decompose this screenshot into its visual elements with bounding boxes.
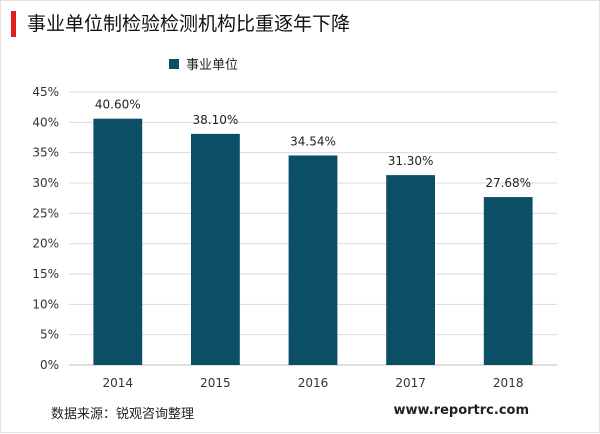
y-tick-label: 40% — [32, 115, 59, 129]
legend-label: 事业单位 — [186, 58, 239, 73]
data-source: 数据来源：锐观咨询整理 — [51, 407, 195, 422]
legend-swatch — [169, 58, 179, 69]
x-tick-label: 2014 — [103, 376, 134, 390]
y-tick-label: 20% — [32, 237, 59, 251]
bar — [288, 155, 338, 365]
website-url: www.reportrc.com — [393, 403, 529, 418]
data-label: 38.10% — [193, 113, 239, 127]
data-label: 27.68% — [485, 176, 531, 190]
x-tick-label: 2018 — [493, 376, 524, 390]
bar — [386, 175, 435, 365]
y-tick-label: 10% — [32, 297, 59, 311]
y-tick-label: 15% — [32, 267, 59, 281]
y-tick-label: 0% — [40, 358, 59, 372]
bar — [93, 118, 143, 366]
data-label: 40.60% — [95, 98, 141, 112]
bar — [483, 197, 533, 365]
y-tick-label: 35% — [32, 146, 59, 160]
y-tick-label: 30% — [32, 176, 59, 190]
x-tick-label: 2015 — [200, 376, 231, 390]
x-tick-label: 2017 — [395, 376, 426, 390]
y-tick-label: 5% — [40, 328, 59, 342]
data-label: 34.54% — [290, 134, 336, 148]
data-label: 31.30% — [388, 154, 434, 168]
legend: 事业单位 — [169, 54, 238, 73]
y-tick-label: 25% — [32, 206, 59, 220]
title-accent-bar — [11, 11, 16, 37]
bar — [191, 133, 240, 365]
chart-title: 事业单位制检验检测机构比重逐年下降 — [27, 13, 351, 35]
x-tick-label: 2016 — [298, 376, 329, 390]
y-tick-label: 45% — [32, 85, 59, 99]
